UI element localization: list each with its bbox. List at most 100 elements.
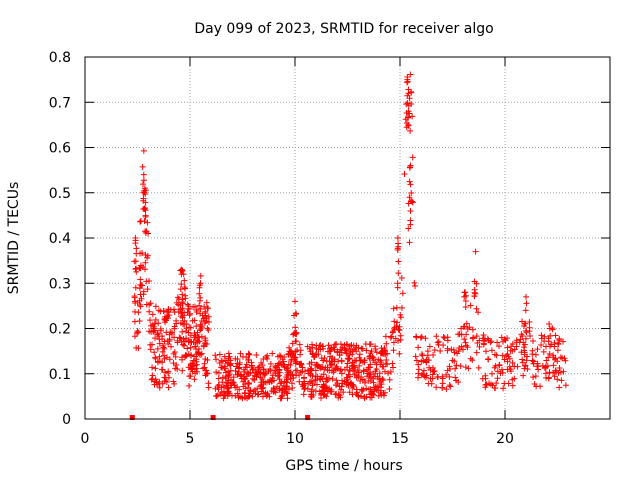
data-point: [218, 364, 225, 371]
data-point: [200, 343, 207, 350]
data-point: [328, 344, 335, 351]
data-point: [407, 127, 414, 134]
data-point: [259, 393, 266, 400]
data-point: [192, 343, 199, 350]
data-point: [297, 369, 304, 376]
data-point: [300, 391, 307, 398]
data-point: [245, 356, 252, 363]
data-point: [194, 368, 201, 375]
data-point: [403, 110, 410, 117]
data-point: [281, 378, 288, 385]
data-point: [326, 385, 333, 392]
data-point: [396, 323, 403, 330]
data-point: [154, 358, 161, 365]
data-point: [368, 348, 375, 355]
data-point: [283, 389, 290, 396]
data-point: [343, 350, 350, 357]
data-point: [279, 392, 286, 399]
data-point: [379, 375, 386, 382]
data-point: [440, 334, 447, 341]
data-point: [394, 280, 401, 287]
data-point: [491, 385, 498, 392]
data-point: [361, 379, 368, 386]
x-tick-label: 5: [186, 431, 195, 447]
data-point: [178, 281, 185, 288]
data-point: [289, 371, 296, 378]
data-point: [244, 395, 251, 402]
data-point: [356, 362, 363, 369]
data-point: [232, 384, 239, 391]
data-point: [237, 394, 244, 401]
data-point: [152, 354, 159, 361]
data-point: [230, 374, 237, 381]
data-point: [266, 379, 273, 386]
data-point: [327, 388, 334, 395]
data-point: [165, 308, 172, 315]
data-point: [375, 387, 382, 394]
data-point: [404, 76, 411, 83]
data-point: [406, 178, 413, 185]
data-point: [284, 383, 291, 390]
data-point: [225, 350, 232, 357]
data-point: [142, 259, 149, 266]
data-point: [140, 197, 147, 204]
data-point: [179, 314, 186, 321]
data-point: [205, 327, 212, 334]
data-point: [262, 389, 269, 396]
data-point: [254, 385, 261, 392]
gap-markers: [129, 415, 311, 420]
data-point: [544, 362, 551, 369]
data-point: [393, 323, 400, 330]
data-point: [292, 360, 299, 367]
data-point: [247, 369, 254, 376]
data-point: [523, 293, 529, 300]
data-point: [188, 352, 195, 359]
data-point: [224, 388, 231, 395]
data-point: [155, 320, 162, 327]
data-point: [521, 351, 528, 358]
data-point: [545, 338, 552, 345]
y-tick-label: 0.5: [49, 186, 71, 202]
data-point: [187, 310, 194, 317]
data-point: [550, 369, 557, 376]
data-point: [247, 388, 254, 395]
data-point: [485, 355, 492, 362]
data-point: [441, 334, 448, 341]
data-point: [522, 327, 529, 334]
data-point: [333, 377, 340, 384]
data-point: [434, 374, 441, 381]
data-point: [225, 368, 232, 375]
data-point: [333, 382, 340, 389]
data-point: [287, 362, 294, 369]
data-point: [185, 329, 192, 336]
data-point: [137, 276, 144, 283]
data-point: [349, 384, 356, 391]
data-point: [291, 353, 298, 360]
data-point: [335, 391, 342, 398]
data-point: [154, 345, 161, 352]
data-point: [272, 364, 279, 371]
data-point: [150, 323, 157, 330]
data-point: [304, 343, 311, 350]
data-point: [519, 356, 526, 363]
data-point: [530, 338, 537, 345]
data-point: [337, 367, 344, 374]
data-point: [558, 377, 565, 384]
data-point: [530, 374, 537, 381]
data-point: [136, 265, 143, 272]
data-point: [366, 341, 373, 348]
data-point: [161, 345, 168, 352]
data-point: [464, 325, 471, 332]
data-point: [219, 379, 226, 386]
data-point: [253, 352, 260, 359]
data-point: [509, 341, 516, 348]
data-point: [407, 162, 414, 169]
data-point: [158, 366, 165, 373]
data-point: [532, 351, 539, 358]
data-point: [169, 330, 176, 337]
data-point: [133, 329, 140, 336]
data-point: [396, 350, 403, 357]
data-point: [348, 362, 355, 369]
data-point: [494, 339, 501, 346]
data-point: [187, 338, 194, 345]
